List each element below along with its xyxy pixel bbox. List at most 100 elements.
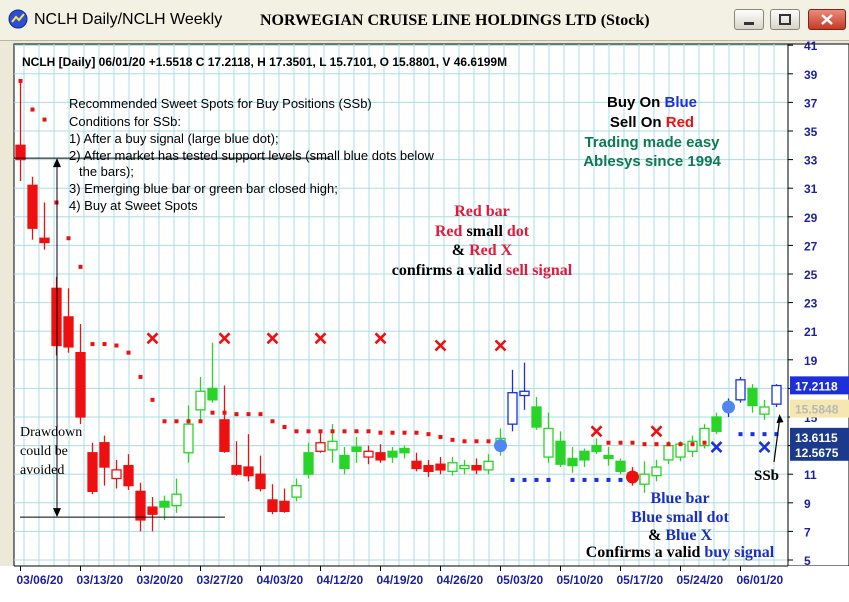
close-button[interactable] <box>808 9 846 30</box>
sell-x-marker <box>266 332 279 345</box>
drawdown-note: Drawdown could be avoided <box>20 425 82 478</box>
price-tick-label: 5 <box>804 554 811 568</box>
candle-body <box>219 419 230 452</box>
candle-body <box>315 442 326 452</box>
candle-body <box>267 499 278 513</box>
buy-signal-note: Blue bar Blue small dot & Blue X Confirm… <box>586 490 775 561</box>
sell-dot <box>474 439 479 444</box>
sell-dot <box>102 342 107 347</box>
date-tick-label: 03/27/20 <box>197 573 244 587</box>
price-tick-label: 35 <box>804 125 818 139</box>
buy-dot <box>618 477 623 482</box>
sell-dot <box>318 429 323 434</box>
sell-dot <box>90 342 95 347</box>
buy-dot <box>594 477 599 482</box>
price-tag-label: 15.5848 <box>795 403 839 417</box>
minimize-button[interactable] <box>734 9 764 30</box>
candle-body <box>231 464 242 475</box>
ssb-pointer-head <box>776 414 784 424</box>
buy-dot <box>534 477 539 482</box>
sell-dot <box>450 437 455 442</box>
sell-dot <box>186 419 191 424</box>
date-tick-label: 05/10/20 <box>557 573 604 587</box>
sell-dot <box>690 442 695 447</box>
annotations <box>14 157 784 518</box>
price-tick-label: 19 <box>804 354 818 368</box>
sell-signal-note: Red bar Red small dot & Red X confirms a… <box>392 203 573 279</box>
brand-sell: Sell On Red <box>610 114 694 131</box>
candle-body <box>39 237 50 244</box>
sell-dot <box>270 419 275 424</box>
sell-dot <box>30 107 35 112</box>
sell-dot <box>354 429 359 434</box>
date-axis: 03/06/20 03/13/20 03/20/20 03/27/20 04/03/20… <box>0 565 849 602</box>
sell-dot <box>18 78 23 83</box>
buy-note-line: Confirms a valid buy signal <box>586 544 775 561</box>
sell-note-line: & Red X <box>452 242 513 259</box>
price-axis-background <box>787 43 849 567</box>
candle-body <box>15 144 26 161</box>
candle-body <box>531 406 542 428</box>
sell-x-marker <box>374 332 387 345</box>
date-tick-label: 04/03/20 <box>257 573 304 587</box>
candle-body <box>591 444 602 452</box>
sell-dot <box>306 429 311 434</box>
candle-body <box>711 416 722 432</box>
sell-dot <box>390 430 395 435</box>
candle-body <box>291 484 302 498</box>
price-tag-label: 12.5675 <box>795 446 839 460</box>
chart-marks <box>15 78 782 532</box>
price-tick-label: 23 <box>804 297 818 311</box>
buy-note-line: Blue bar <box>650 490 709 507</box>
sell-dot <box>234 412 239 417</box>
date-tick-label: 04/26/20 <box>437 573 484 587</box>
price-tick-label: 7 <box>804 525 811 539</box>
sell-dot <box>330 429 335 434</box>
candle-body <box>567 457 578 467</box>
maximize-icon <box>779 14 791 25</box>
brand-since: Ablesys since 1994 <box>583 153 721 170</box>
ssb-line: the bars); <box>79 164 134 179</box>
date-tick-label: 04/19/20 <box>377 573 424 587</box>
sell-dot <box>198 419 203 424</box>
candle-body <box>363 450 374 458</box>
ssb-line: 2) After market has tested support level… <box>69 148 435 163</box>
price-tag <box>790 399 849 418</box>
sell-x-marker <box>314 332 327 345</box>
sell-dot <box>402 430 407 435</box>
sell-dot <box>222 410 227 415</box>
chart-grid <box>14 44 788 566</box>
sell-dot <box>162 419 167 424</box>
candle-body <box>135 490 146 521</box>
sell-dot <box>426 432 431 437</box>
sell-dot <box>462 439 467 444</box>
large-buy-dot <box>722 400 735 414</box>
candle-body <box>603 454 614 460</box>
candle-body <box>579 450 590 461</box>
candle-body <box>483 460 494 471</box>
chart-tab-label[interactable]: NCLH Daily/NCLH Weekly <box>34 11 223 28</box>
price-tag <box>790 376 849 395</box>
maximize-button[interactable] <box>770 9 800 30</box>
price-tick-label: 9 <box>804 497 811 511</box>
price-axis: 57911131517192123252729313335373941 <box>787 39 849 568</box>
sell-dot <box>414 430 419 435</box>
sell-x-marker <box>434 339 447 352</box>
ssb-line: Conditions for SSb: <box>69 114 181 129</box>
sell-dot <box>246 412 251 417</box>
ssb-label: SSb <box>754 468 779 484</box>
sell-note-line: Red small dot <box>435 223 530 240</box>
sell-x-marker <box>146 332 159 345</box>
price-tick-label: 39 <box>804 68 818 82</box>
candle-body <box>171 493 182 507</box>
sell-dot <box>210 410 215 415</box>
sell-dot <box>642 442 647 447</box>
candle-body <box>147 506 158 515</box>
sell-dot <box>378 430 383 435</box>
date-tick-label: 03/20/20 <box>137 573 184 587</box>
ohlc-info-line: NCLH [Daily] 06/01/20 +1.5518 C 17.2118,… <box>22 55 507 69</box>
price-tick-label: 31 <box>804 182 818 196</box>
sell-dot <box>702 440 707 445</box>
sell-dot <box>666 442 671 447</box>
